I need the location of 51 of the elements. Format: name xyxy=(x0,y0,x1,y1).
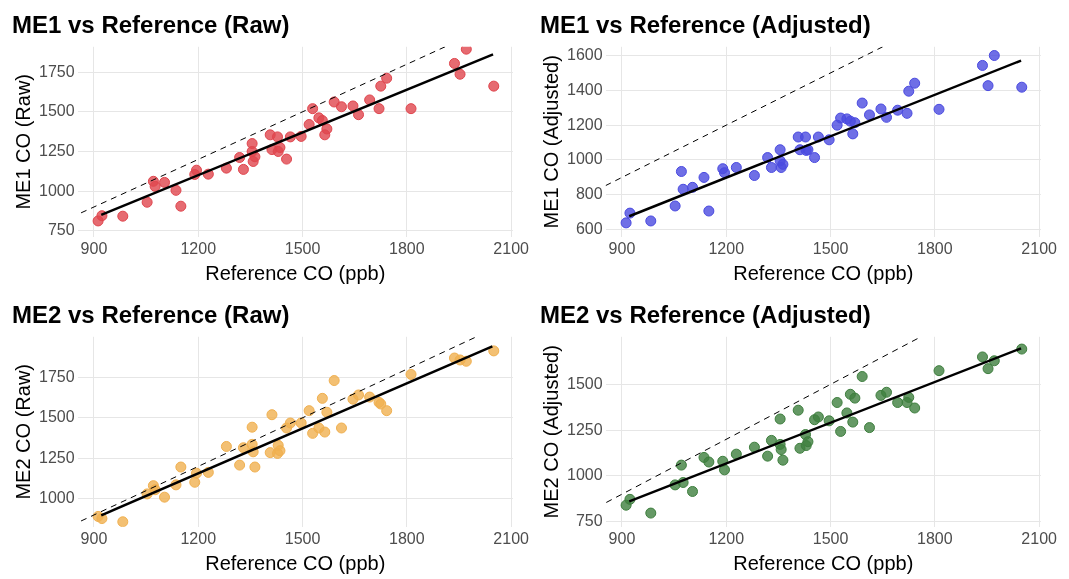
x-tick-label: 1800 xyxy=(389,529,425,547)
y-tick-label: 600 xyxy=(575,220,603,238)
x-tick-label: 2100 xyxy=(1021,529,1058,547)
x-tick-label: 900 xyxy=(608,529,636,547)
chart-title: ME2 vs Reference (Adjusted) xyxy=(540,301,871,329)
x-tick-label: 1800 xyxy=(917,529,953,547)
x-tick-label: 2100 xyxy=(493,529,530,547)
y-tick-label: 1000 xyxy=(39,489,75,507)
x-tick-label: 1800 xyxy=(917,239,953,257)
x-tick-label: 2100 xyxy=(493,239,530,257)
y-tick-label: 1000 xyxy=(567,466,603,484)
x-axis-title: Reference CO (ppb) xyxy=(733,261,914,284)
x-axis-title: Reference CO (ppb) xyxy=(205,551,386,574)
y-tick-label: 750 xyxy=(47,221,75,239)
y-tick-label: 1500 xyxy=(39,102,75,120)
y-tick-label: 1400 xyxy=(567,80,603,98)
y-tick-label: 1250 xyxy=(39,448,75,466)
y-tick-label: 1250 xyxy=(567,420,603,438)
x-axis-title: Reference CO (ppb) xyxy=(733,551,914,574)
y-tick-label: 750 xyxy=(575,512,603,530)
x-tick-label: 900 xyxy=(608,239,636,257)
y-tick-label: 800 xyxy=(575,185,603,203)
y-tick-label: 1500 xyxy=(39,408,75,426)
x-tick-label: 1500 xyxy=(284,529,321,547)
y-tick-label: 1500 xyxy=(567,374,603,392)
x-tick-label: 1200 xyxy=(708,239,745,257)
y-axis-title: ME1 CO (Raw) xyxy=(11,74,34,210)
y-tick-label: 1600 xyxy=(567,45,603,63)
x-tick-label: 900 xyxy=(80,239,108,257)
x-tick-label: 1200 xyxy=(180,239,217,257)
x-axis-title: Reference CO (ppb) xyxy=(205,261,386,284)
x-tick-label: 1500 xyxy=(284,239,321,257)
y-tick-label: 1000 xyxy=(567,150,603,168)
chart-title: ME2 vs Reference (Raw) xyxy=(12,301,290,329)
y-tick-label: 1750 xyxy=(39,62,75,80)
x-tick-label: 1500 xyxy=(812,529,849,547)
x-tick-label: 2100 xyxy=(1021,239,1058,257)
chart-title: ME1 vs Reference (Raw) xyxy=(12,11,290,39)
y-tick-label: 1000 xyxy=(39,181,75,199)
y-tick-label: 1200 xyxy=(567,115,603,133)
x-tick-label: 1200 xyxy=(708,529,745,547)
x-tick-label: 1800 xyxy=(389,239,425,257)
x-tick-label: 1500 xyxy=(812,239,849,257)
x-tick-label: 900 xyxy=(80,529,108,547)
y-axis-title: ME2 CO (Adjusted) xyxy=(539,345,562,519)
y-tick-label: 1750 xyxy=(39,367,75,385)
y-axis-title: ME2 CO (Raw) xyxy=(11,364,34,500)
chart-title: ME1 vs Reference (Adjusted) xyxy=(540,11,871,39)
y-axis-title: ME1 CO (Adjusted) xyxy=(539,55,562,229)
x-tick-label: 1200 xyxy=(180,529,217,547)
y-tick-label: 1250 xyxy=(39,141,75,159)
